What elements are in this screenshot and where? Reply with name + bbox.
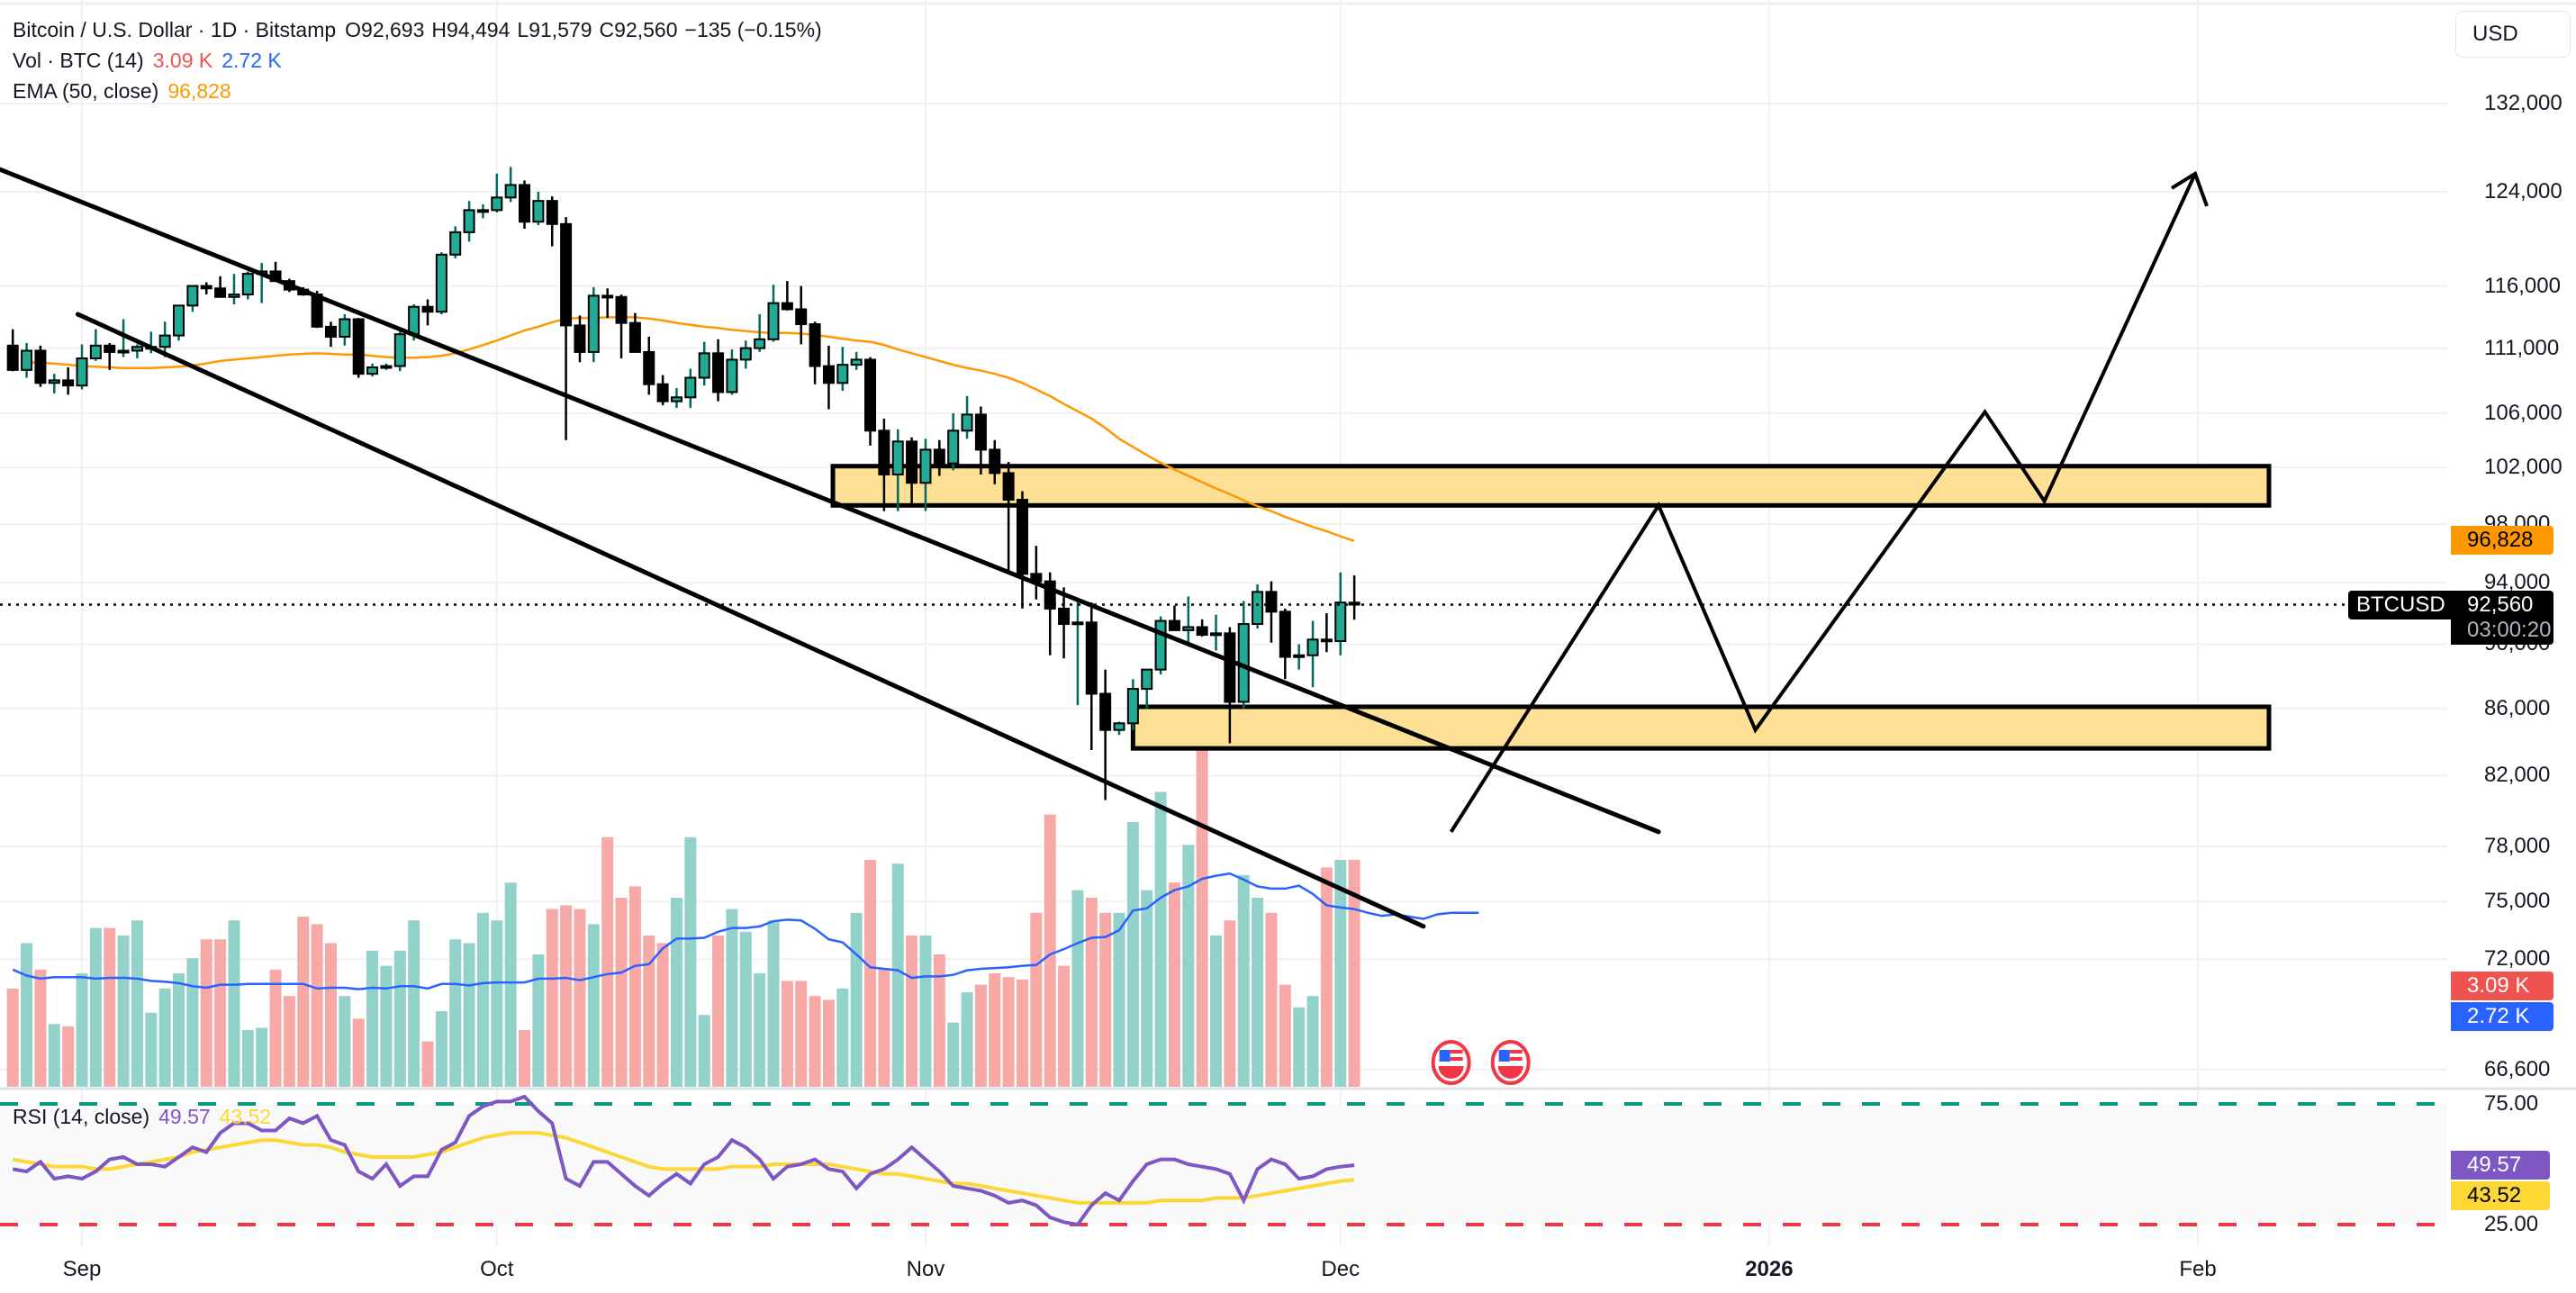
rsi-legend-label[interactable]: RSI (14, close) xyxy=(13,1105,150,1128)
upper-zone-rectangle[interactable] xyxy=(830,464,2272,508)
ema-line xyxy=(26,316,1355,543)
time-tick-label: Feb xyxy=(2179,1257,2217,1281)
ema-legend-value: 96,828 xyxy=(167,79,231,103)
bar-countdown: 03:00:20 xyxy=(2467,618,2552,642)
symbol-title[interactable]: Bitcoin / U.S. Dollar · 1D · Bitstamp xyxy=(13,18,337,41)
volume-bars xyxy=(6,731,1479,1087)
price-tick-label: 111,000 xyxy=(2484,335,2560,360)
us-flag-event-icon[interactable] xyxy=(1490,1040,1531,1085)
price-tick-label: 82,000 xyxy=(2484,763,2551,788)
rsi-band-background xyxy=(0,1102,2447,1226)
time-tick-label: 2026 xyxy=(1745,1257,1794,1281)
arrow-head-icon xyxy=(2170,170,2209,207)
ema-price-tag: 96,828 xyxy=(2451,526,2553,555)
price-tick-label: 124,000 xyxy=(2484,179,2562,203)
rsi-ma-tag: 43.52 xyxy=(2451,1181,2550,1210)
volume-tag: 3.09 K xyxy=(2451,972,2553,1000)
last-price-tag: 92,560 03:00:20 xyxy=(2451,591,2553,645)
time-tick-label: Oct xyxy=(480,1257,514,1281)
change-value: −135 (−0.15%) xyxy=(684,18,822,41)
last-price-value: 92,560 xyxy=(2467,592,2534,617)
rsi-tag: 49.57 xyxy=(2451,1151,2550,1180)
channel-lower-trendline[interactable] xyxy=(75,312,1426,929)
time-tick-label: Dec xyxy=(1321,1257,1360,1281)
ema-legend: EMA (50, close) 96,828 xyxy=(13,76,240,106)
price-tick-label: 75,000 xyxy=(2484,889,2551,914)
symbol-legend: Bitcoin / U.S. Dollar · 1D · Bitstamp O92… xyxy=(13,18,822,41)
rsi-legend-value: 49.57 xyxy=(158,1105,211,1128)
price-tick-label: 66,600 xyxy=(2484,1056,2551,1081)
volume-legend: Vol · BTC (14) 3.09 K 2.72 K xyxy=(13,45,291,76)
price-tick-label: 86,000 xyxy=(2484,695,2551,720)
price-tick-label: 72,000 xyxy=(2484,946,2551,972)
pane-separators[interactable] xyxy=(0,2,2576,1090)
high-value: 94,494 xyxy=(447,18,511,41)
lower-zone-rectangle[interactable] xyxy=(1130,704,2272,751)
time-tick-label: Nov xyxy=(906,1257,945,1281)
candlesticks xyxy=(6,167,1360,800)
close-value: 92,560 xyxy=(614,18,678,41)
us-flag-event-icon[interactable] xyxy=(1431,1040,1471,1085)
open-value: 92,693 xyxy=(361,18,425,41)
volume-legend-label[interactable]: Vol · BTC (14) xyxy=(13,49,144,72)
economic-event-markers[interactable] xyxy=(1431,1040,1531,1085)
price-tick-label: 102,000 xyxy=(2484,455,2562,480)
support-resistance-zones[interactable] xyxy=(830,464,2272,751)
rsi-lines xyxy=(12,1094,1355,1227)
price-tick-label: 132,000 xyxy=(2484,90,2562,115)
rsi-ma-legend-value: 43.52 xyxy=(219,1105,272,1128)
rsi-legend: RSI (14, close) 49.57 43.52 xyxy=(13,1101,280,1132)
rsi-tick-label: 75.00 xyxy=(2484,1091,2539,1116)
ema-legend-label[interactable]: EMA (50, close) xyxy=(13,79,159,103)
currency-button[interactable]: USD xyxy=(2455,11,2571,58)
projection-path[interactable] xyxy=(1449,173,2197,833)
time-tick-label: Sep xyxy=(62,1257,102,1281)
price-tick-label: 106,000 xyxy=(2484,400,2562,425)
rsi-tick-label: 25.00 xyxy=(2484,1212,2539,1236)
channel-upper-trendline[interactable] xyxy=(0,147,1661,835)
trend-drawings[interactable] xyxy=(0,147,2209,929)
price-tick-label: 116,000 xyxy=(2484,273,2561,298)
price-tick-label: 94,000 xyxy=(2484,570,2551,595)
symbol-price-tag: BTCUSD xyxy=(2348,591,2454,619)
volume-ma-legend-value: 2.72 K xyxy=(221,49,282,72)
low-value: 91,579 xyxy=(529,18,592,41)
volume-legend-value: 3.09 K xyxy=(152,49,213,72)
volume-ma-tag: 2.72 K xyxy=(2451,1002,2553,1031)
price-tick-label: 78,000 xyxy=(2484,833,2551,858)
